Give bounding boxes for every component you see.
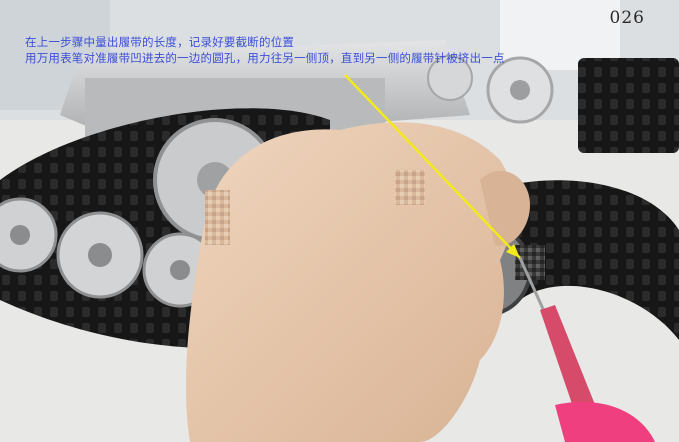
pixelated-region — [205, 190, 230, 245]
wheel-hub — [170, 260, 190, 280]
pointer-arrow-head — [506, 244, 520, 258]
instruction-caption: 在上一步骤中量出履带的长度，记录好要截断的位置 用万用表笔对准履带凹进去的一边的… — [25, 34, 505, 66]
thumb — [480, 170, 530, 246]
caption-line-2: 用万用表笔对准履带凹进去的一边的圆孔，用力往另一侧顶，直到另一侧的履带针被挤出一… — [25, 51, 505, 65]
wheel-hub — [10, 225, 30, 245]
wheel-hub — [88, 243, 112, 267]
page-number: 026 — [609, 8, 645, 28]
pixelated-region — [515, 245, 545, 280]
pointer-arrow-line — [344, 74, 521, 259]
pixelated-region — [395, 170, 425, 205]
background-track — [578, 58, 679, 153]
idler-hub — [510, 80, 530, 100]
idler-pulley — [427, 55, 473, 101]
multimeter-probe-grip — [555, 401, 655, 442]
hand — [185, 122, 514, 442]
caption-line-1: 在上一步骤中量出履带的长度，记录好要截断的位置 — [25, 35, 295, 49]
